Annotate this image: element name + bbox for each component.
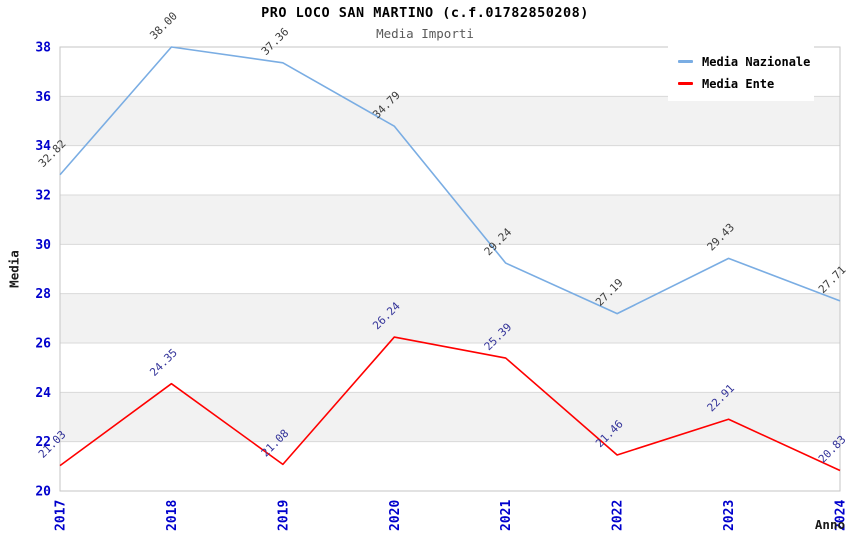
legend-item-media-nazionale: Media Nazionale [678, 55, 814, 69]
y-tick-label: 30 [35, 238, 51, 253]
x-tick-label: 2022 [611, 500, 626, 531]
legend-item-media-ente: Media Ente [678, 77, 814, 91]
x-tick-label: 2023 [722, 500, 737, 531]
legend-swatch-media-nazionale-icon [678, 60, 693, 63]
y-tick-label: 38 [35, 41, 51, 56]
chart-subtitle: Media Importi [376, 26, 474, 41]
x-axis-title: Anno [814, 517, 845, 532]
legend-swatch-media-ente-icon [678, 82, 693, 85]
x-tick-label: 2020 [388, 500, 403, 531]
x-tick-label: 2019 [276, 500, 291, 531]
plot-band [60, 96, 840, 146]
x-tick-label: 2021 [499, 500, 514, 531]
plot-band [60, 244, 840, 294]
plot-band [60, 195, 840, 245]
y-tick-label: 26 [35, 337, 51, 352]
legend-label-media-ente: Media Ente [702, 76, 775, 91]
legend: Media Nazionale Media Ente [668, 44, 814, 101]
plot-band [60, 293, 840, 343]
y-tick-label: 22 [35, 435, 51, 450]
x-tick-label: 2024 [834, 500, 849, 531]
chart-title: PRO LOCO SAN MARTINO (c.f.01782850208) [261, 5, 589, 21]
x-tick-label: 2018 [165, 500, 180, 531]
y-tick-label: 20 [35, 485, 51, 500]
series-line-media-nazionale [59, 46, 841, 315]
legend-label-media-nazionale: Media Nazionale [702, 54, 811, 69]
plot-border [59, 46, 841, 492]
y-tick-label: 32 [35, 189, 51, 204]
plot-band [60, 392, 840, 442]
plot-band [60, 145, 840, 195]
x-tick-label: 2017 [54, 500, 69, 531]
series-line-media-ente [59, 336, 841, 472]
y-tick-label: 36 [35, 90, 51, 105]
y-axis-title: Media [6, 250, 22, 288]
y-tick-label: 34 [35, 139, 51, 154]
plot-band [60, 441, 840, 491]
plot-band [60, 343, 840, 393]
y-tick-label: 24 [35, 386, 51, 401]
y-tick-label: 28 [35, 287, 51, 302]
